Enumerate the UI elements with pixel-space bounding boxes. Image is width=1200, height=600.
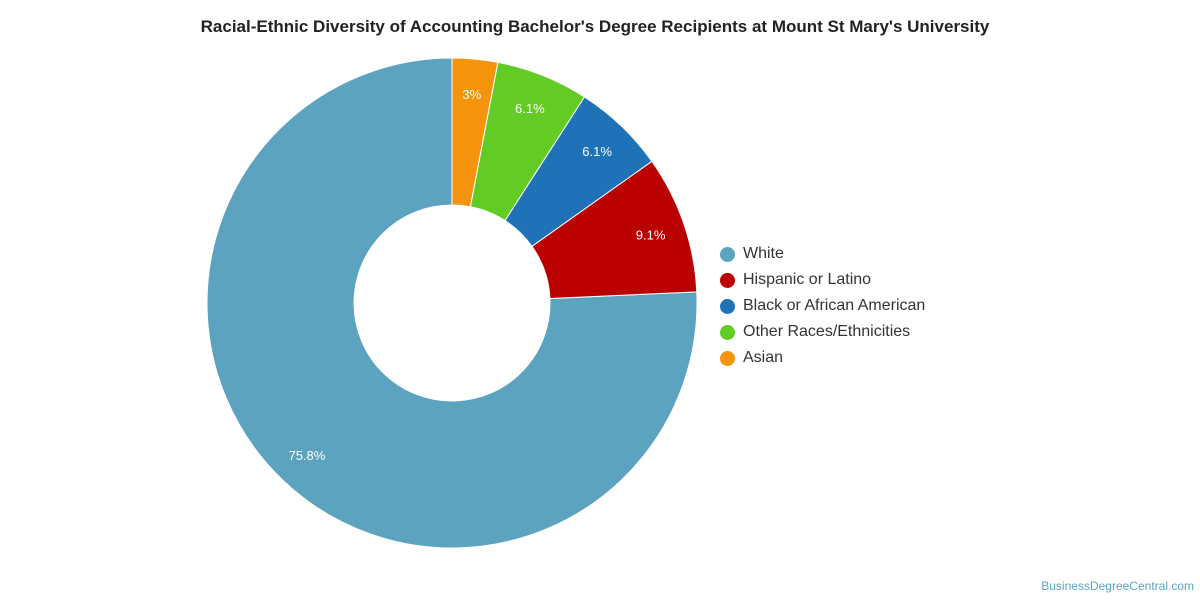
source-credit[interactable]: BusinessDegreeCentral.com xyxy=(1041,579,1194,593)
legend-item-white[interactable]: White xyxy=(720,241,925,267)
chart-legend: White Hispanic or Latino Black or African … xyxy=(720,241,925,371)
legend-swatch xyxy=(720,272,735,288)
legend-label: Other Races/Ethnicities xyxy=(743,323,911,340)
legend-label: Hispanic or Latino xyxy=(743,271,872,288)
slice-white[interactable] xyxy=(206,57,698,549)
legend-item-asian[interactable]: Asian xyxy=(720,345,925,371)
legend-swatch xyxy=(720,246,735,262)
legend-swatch xyxy=(720,298,735,314)
legend-label: White xyxy=(743,245,784,262)
legend-item-black-or-african-american[interactable]: Black or African American xyxy=(720,293,925,319)
chart-title: Racial-Ethnic Diversity of Accounting Ba… xyxy=(200,17,990,36)
legend-swatch xyxy=(720,350,735,366)
legend-swatch xyxy=(720,324,735,340)
slice-label-black-or-african-american: 6.1% xyxy=(582,144,612,159)
slice-label-white: 75.8% xyxy=(288,448,325,463)
slice-asian[interactable] xyxy=(451,57,499,208)
legend-item-other-races-ethnicities[interactable]: Other Races/Ethnicities xyxy=(720,319,925,345)
slice-label-hispanic-or-latino: 9.1% xyxy=(636,228,666,243)
legend-item-hispanic-or-latino[interactable]: Hispanic or Latino xyxy=(720,267,925,293)
legend-label: Black or African American xyxy=(743,297,926,314)
slice-label-asian: 3% xyxy=(462,87,481,102)
slice-label-other-races-ethnicities: 6.1% xyxy=(515,101,545,116)
legend-label: Asian xyxy=(743,349,784,366)
